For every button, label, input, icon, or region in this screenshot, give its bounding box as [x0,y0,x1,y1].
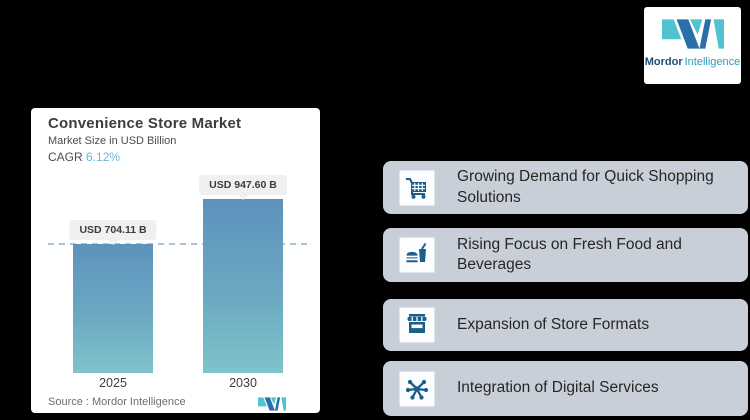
bar-2030 [203,199,283,373]
bar-2025 [73,244,153,373]
storefront-icon [399,307,435,343]
chart-subtitle: Market Size in USD Billion [48,135,177,147]
fast-food-icon [399,237,435,273]
driver-label: Integration of Digital Services [457,379,659,397]
axis-label-2030: 2030 [229,376,257,390]
chart-cagr: CAGR 6.12% [48,150,120,164]
chart-title: Convenience Store Market [48,115,242,132]
brand-name-primary: Mordor [644,56,683,68]
source-note: Source : Mordor Intelligence [48,396,186,408]
axis-label-2025: 2025 [99,376,127,390]
driver-label: Growing Demand for Quick Shopping Soluti… [457,168,714,206]
driver-card-digital-services: Integration of Digital Services [383,361,748,416]
value-label-2025: USD 704.11 B [69,220,157,240]
driver-card-fresh-food: Rising Focus on Fresh Food and Beverages [383,228,748,282]
driver-label: Rising Focus on Fresh Food and Beverages [457,235,682,273]
digital-network-icon [399,370,435,407]
mordor-logo-icon [661,19,724,49]
cagr-label: CAGR [48,150,83,164]
shopping-cart-icon [399,169,435,206]
market-chart-card: Convenience Store Market Market Size in … [31,108,320,413]
value-label-2030: USD 947.60 B [199,175,287,195]
driver-card-quick-shopping: Growing Demand for Quick Shopping Soluti… [383,161,748,214]
cagr-value: 6.12% [86,150,121,164]
driver-card-store-formats: Expansion of Store Formats [383,299,748,351]
brand-name-secondary: Intelligence [684,56,741,68]
driver-label: Expansion of Store Formats [457,315,650,333]
brand-logo-card: Mordor Intelligence [644,7,741,84]
reference-dashed-line [48,243,311,245]
brand-name: Mordor Intelligence [645,57,741,68]
mordor-logo-icon-small [258,397,286,411]
